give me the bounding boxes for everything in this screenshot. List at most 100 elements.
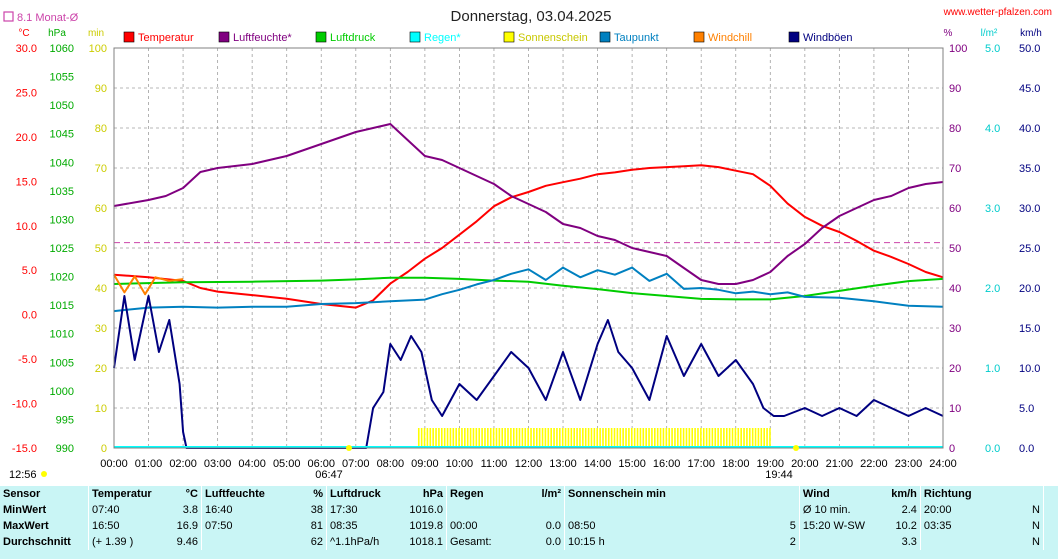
tick-label-time: 00:00 [100, 458, 128, 470]
tick-label-temperature_c: 5.0 [22, 265, 37, 277]
tick-label-time: 09:00 [411, 458, 439, 470]
tick-label-time: 02:00 [169, 458, 197, 470]
sunshine-bar [717, 428, 719, 448]
tick-label-sunshine_min: 70 [95, 163, 107, 175]
sunshine-bar [737, 428, 740, 448]
stats-cell-p_time: 17:30 [326, 502, 399, 518]
series-line-windchill [113, 274, 184, 296]
stats-cell-h_val: 38 [310, 504, 323, 516]
sunshine-bar [587, 428, 590, 448]
time-now: 12:56 [9, 469, 37, 481]
sunshine-bar [734, 428, 737, 448]
sunshine-bar [464, 428, 466, 448]
tick-label-wind_kmh: 30.0 [1019, 203, 1040, 215]
sunshine-bar [507, 428, 509, 448]
legend-label: Windböen [803, 32, 853, 44]
sunshine-bar [642, 428, 645, 448]
sunshine-bar [613, 428, 616, 448]
sunshine-bar [567, 428, 570, 448]
tick-label-humidity_pct: 60 [949, 203, 961, 215]
stats-cell-w_time [798, 534, 876, 550]
sunshine-bar [760, 428, 763, 448]
tick-label-wind_kmh: 0.0 [1019, 443, 1034, 455]
sunshine-bar [751, 428, 754, 448]
stats-cell-d_time: 20:00 [919, 502, 997, 518]
chart-grid [113, 47, 944, 449]
sunshine-bar [766, 428, 768, 448]
sunshine-bar [708, 428, 711, 448]
tick-label-time: 13:00 [549, 458, 577, 470]
tick-label-time: 08:00 [377, 458, 405, 470]
sunshine-bar [630, 428, 633, 448]
sunshine-bar [662, 428, 665, 448]
tick-label-pressure_hpa: 1025 [50, 243, 74, 255]
legend-swatch [693, 31, 705, 43]
sunshine-bar [492, 428, 495, 448]
stats-cell-w_val: 10.2 [895, 520, 917, 532]
sunshine-bar [665, 428, 668, 448]
sunrise-marker-icon [346, 445, 352, 451]
sunshine-bar [564, 428, 567, 448]
stats-cell-s_val: 2 [789, 536, 796, 548]
sunshine-bar [461, 428, 463, 448]
legend-swatch [503, 31, 515, 43]
sunshine-bar [628, 428, 630, 448]
stats-cell-w_val: 2.4 [901, 504, 917, 516]
tick-label-temperature_c: 15.0 [16, 176, 37, 188]
sunshine-bar [748, 428, 751, 448]
tick-label-humidity_pct: 30 [949, 323, 961, 335]
stats-cell-label: Durchschnitt [3, 536, 71, 548]
legend-swatch [599, 31, 611, 43]
site-url[interactable]: www.wetter-pfalzen.com [943, 7, 1052, 18]
tick-label-wind_kmh: 20.0 [1019, 283, 1040, 295]
tick-label-rain_lm2: 0.0 [985, 443, 1000, 455]
stats-cell-s_val [746, 502, 799, 518]
sunshine-bar [743, 428, 745, 448]
stats-head-rain-unit: l/m² [541, 488, 561, 500]
sunshine-bar [596, 428, 599, 448]
sunshine-bars [417, 428, 771, 448]
tick-label-humidity_pct: 40 [949, 283, 961, 295]
stats-row: MaxWert 16:50 16.9 07:50 81 08:35 1019.8 00:00 0… [0, 518, 1058, 534]
tick-label-pressure_hpa: 1045 [50, 129, 74, 141]
sunshine-bar [426, 428, 429, 448]
stats-cell-w_time: 15:20 W-SW [798, 518, 876, 534]
statistics-table: Sensor Temperatur °C Luftfeuchte % Luftd… [0, 486, 1058, 559]
tick-label-pressure_hpa: 1055 [50, 72, 74, 84]
sunshine-bar [515, 428, 518, 448]
sunshine-bar [550, 428, 552, 448]
stats-cell-s_val: 5 [789, 520, 796, 532]
stats-row: MinWert 07:40 3.8 16:40 38 17:30 1016.0 Ø 10 mi… [0, 502, 1058, 518]
sunshine-bar [602, 428, 604, 448]
sunshine-bar [659, 428, 662, 448]
sunshine-bar [440, 428, 443, 448]
sunshine-bar [697, 428, 699, 448]
legend-label: Taupunkt [614, 32, 659, 44]
sunshine-bar [677, 428, 679, 448]
sunshine-bar [455, 428, 457, 448]
tick-label-rain_lm2: 2.0 [985, 283, 1000, 295]
sunshine-bar [521, 428, 524, 448]
series-line-luftfeuchte- [113, 123, 944, 285]
stats-head-sensor: Sensor [3, 488, 41, 500]
tick-label-time: 18:00 [722, 458, 750, 470]
tick-label-temperature_c: 10.0 [16, 221, 37, 233]
chart-legend: Temperatur Luftfeuchte* Luftdruck Regen* Son… [123, 31, 853, 44]
tick-label-time: 10:00 [446, 458, 474, 470]
sunshine-bar [449, 428, 452, 448]
legend-label: Regen* [424, 32, 461, 44]
tick-label-humidity_pct: 50 [949, 243, 961, 255]
sunshine-bar [438, 428, 440, 448]
sunshine-bar [518, 428, 521, 448]
sunshine-bar [446, 428, 449, 448]
stats-cell-s_time: 08:50 [564, 518, 747, 534]
sunshine-bar [487, 428, 489, 448]
legend-label: Windchill [708, 32, 752, 44]
stats-cell-p_val: 1016.0 [409, 504, 443, 516]
sunshine-bar [754, 428, 757, 448]
unit-temperature: °C [18, 28, 29, 39]
sunshine-bar [702, 428, 705, 448]
sunshine-bar [725, 428, 728, 448]
sunshine-bar [481, 428, 483, 448]
stats-head-direction: Richtung [919, 486, 997, 502]
